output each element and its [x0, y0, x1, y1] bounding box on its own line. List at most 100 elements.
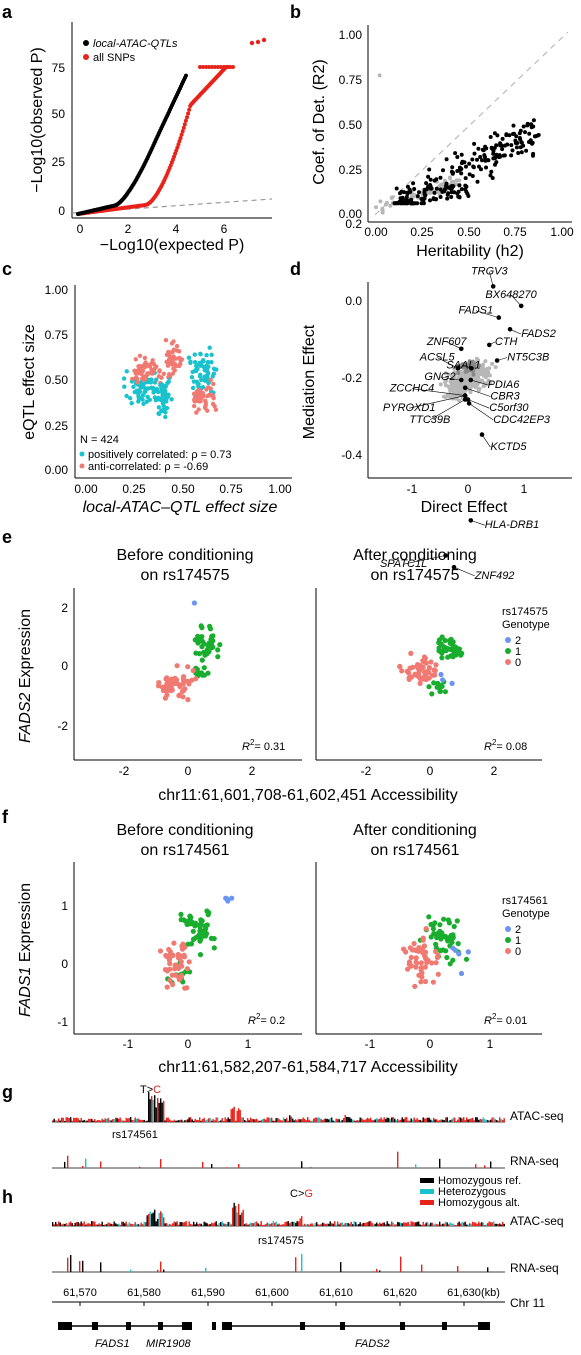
gene-label: CDC42EP3 — [493, 414, 551, 426]
black-point — [525, 121, 530, 126]
expression-point — [421, 654, 428, 660]
panel-e-x-tick: 2 — [491, 764, 498, 778]
atac-bar — [298, 1118, 300, 1122]
pos-point — [169, 397, 174, 402]
atac-bar — [125, 1221, 127, 1226]
atac-bar — [164, 1120, 166, 1122]
black-point — [432, 190, 437, 195]
atac-bar — [266, 1222, 268, 1226]
atac-bar — [479, 1118, 481, 1122]
all-snp-point — [228, 65, 232, 69]
atac-bar — [191, 1119, 193, 1122]
atac-bar — [97, 1120, 99, 1122]
atac-bar — [260, 1120, 262, 1122]
atac-bar — [56, 1223, 58, 1226]
black-point — [494, 154, 499, 159]
expression-point — [416, 672, 422, 678]
atac-bar — [73, 1225, 75, 1226]
grey-point — [487, 373, 492, 378]
expression-point — [229, 895, 235, 901]
atac-bar — [163, 1100, 165, 1122]
atac-bar — [178, 1224, 180, 1226]
atac-bar — [457, 1119, 459, 1122]
atac-bar — [224, 1117, 226, 1122]
panel-g: g T>C ATAC-seq rs174561 RNA-seq — [2, 1082, 564, 1169]
panel-f-x-tick: 1 — [487, 1037, 494, 1051]
atac-bar — [233, 1202, 235, 1226]
atac-bar — [74, 1118, 76, 1122]
panel-b-y-tick: 0.00 — [339, 207, 363, 221]
atac-bar — [386, 1221, 388, 1226]
atac-bar — [211, 1222, 213, 1226]
expression-point — [430, 926, 436, 932]
atac-bar — [287, 1221, 289, 1226]
expression-point — [170, 981, 176, 988]
leader-line — [489, 271, 494, 287]
expression-point — [444, 954, 450, 961]
atac-bar — [482, 1117, 484, 1122]
genome-coordinates: 61,570 61,580 61,590 61,600 61,610 61,620 61,6… — [63, 1287, 481, 1306]
atac-bar — [214, 1120, 216, 1122]
coord-label: 61,590 — [191, 1287, 225, 1299]
expression-point — [164, 675, 170, 681]
pos-point — [202, 378, 208, 383]
grey-point — [443, 371, 448, 376]
atac-bar — [260, 1221, 262, 1226]
black-point — [464, 164, 468, 169]
panel-a-label: a — [2, 2, 13, 22]
expression-point — [418, 965, 424, 971]
atac-bar — [484, 1225, 486, 1226]
atac-bar — [470, 1118, 472, 1122]
atac-bar — [133, 1119, 135, 1122]
atac-bar — [464, 1120, 466, 1122]
all-snp-point — [222, 65, 226, 69]
expression-point — [429, 960, 435, 966]
highlighted-gene-point — [469, 366, 474, 371]
atac-bar — [164, 1223, 166, 1226]
all-snp-point — [198, 65, 202, 69]
grey-point — [481, 370, 485, 375]
atac-bar — [151, 1213, 153, 1226]
atac-bar — [370, 1221, 372, 1226]
expression-point — [160, 688, 167, 694]
rna-bar — [130, 1269, 132, 1272]
rna-bar — [163, 1269, 165, 1272]
rna-bar — [400, 1256, 402, 1272]
pos-point — [124, 393, 129, 399]
atac-bar — [421, 1224, 423, 1226]
anti-point — [130, 376, 135, 382]
atac-bar — [71, 1120, 73, 1122]
atac-bar — [76, 1117, 78, 1122]
atac-bar — [400, 1119, 402, 1122]
pos-point — [144, 399, 149, 404]
atac-bar — [149, 1211, 151, 1226]
panel-a-y-label: −Log10(observed P) — [29, 47, 46, 192]
atac-bar — [205, 1120, 207, 1122]
atac-bar — [248, 1120, 250, 1122]
atac-bar — [400, 1222, 402, 1226]
atac-bar — [362, 1119, 364, 1122]
atac-bar — [385, 1224, 387, 1226]
expression-point — [420, 950, 426, 956]
atac-bar — [367, 1222, 369, 1226]
all-snp-point — [173, 151, 178, 156]
all-snp-point — [187, 107, 192, 112]
leader-line — [437, 357, 459, 369]
atac-bar — [88, 1118, 90, 1122]
grey-point — [452, 373, 457, 378]
atac-bar — [122, 1120, 124, 1122]
atac-bar — [85, 1120, 87, 1122]
panel-g-rna-track — [52, 1151, 505, 1169]
atac-bar — [311, 1120, 313, 1122]
mir1908-exon — [212, 1322, 216, 1330]
black-point — [504, 133, 509, 138]
atac-bar — [179, 1222, 181, 1226]
atac-bar — [344, 1223, 346, 1226]
atac-bar — [272, 1221, 274, 1226]
expression-point — [397, 664, 403, 670]
panel-f-y-tick: 0 — [61, 957, 68, 971]
atac-bar — [89, 1118, 91, 1122]
atac-bar — [356, 1224, 358, 1226]
expression-point — [450, 957, 456, 963]
grey-point — [487, 366, 492, 371]
